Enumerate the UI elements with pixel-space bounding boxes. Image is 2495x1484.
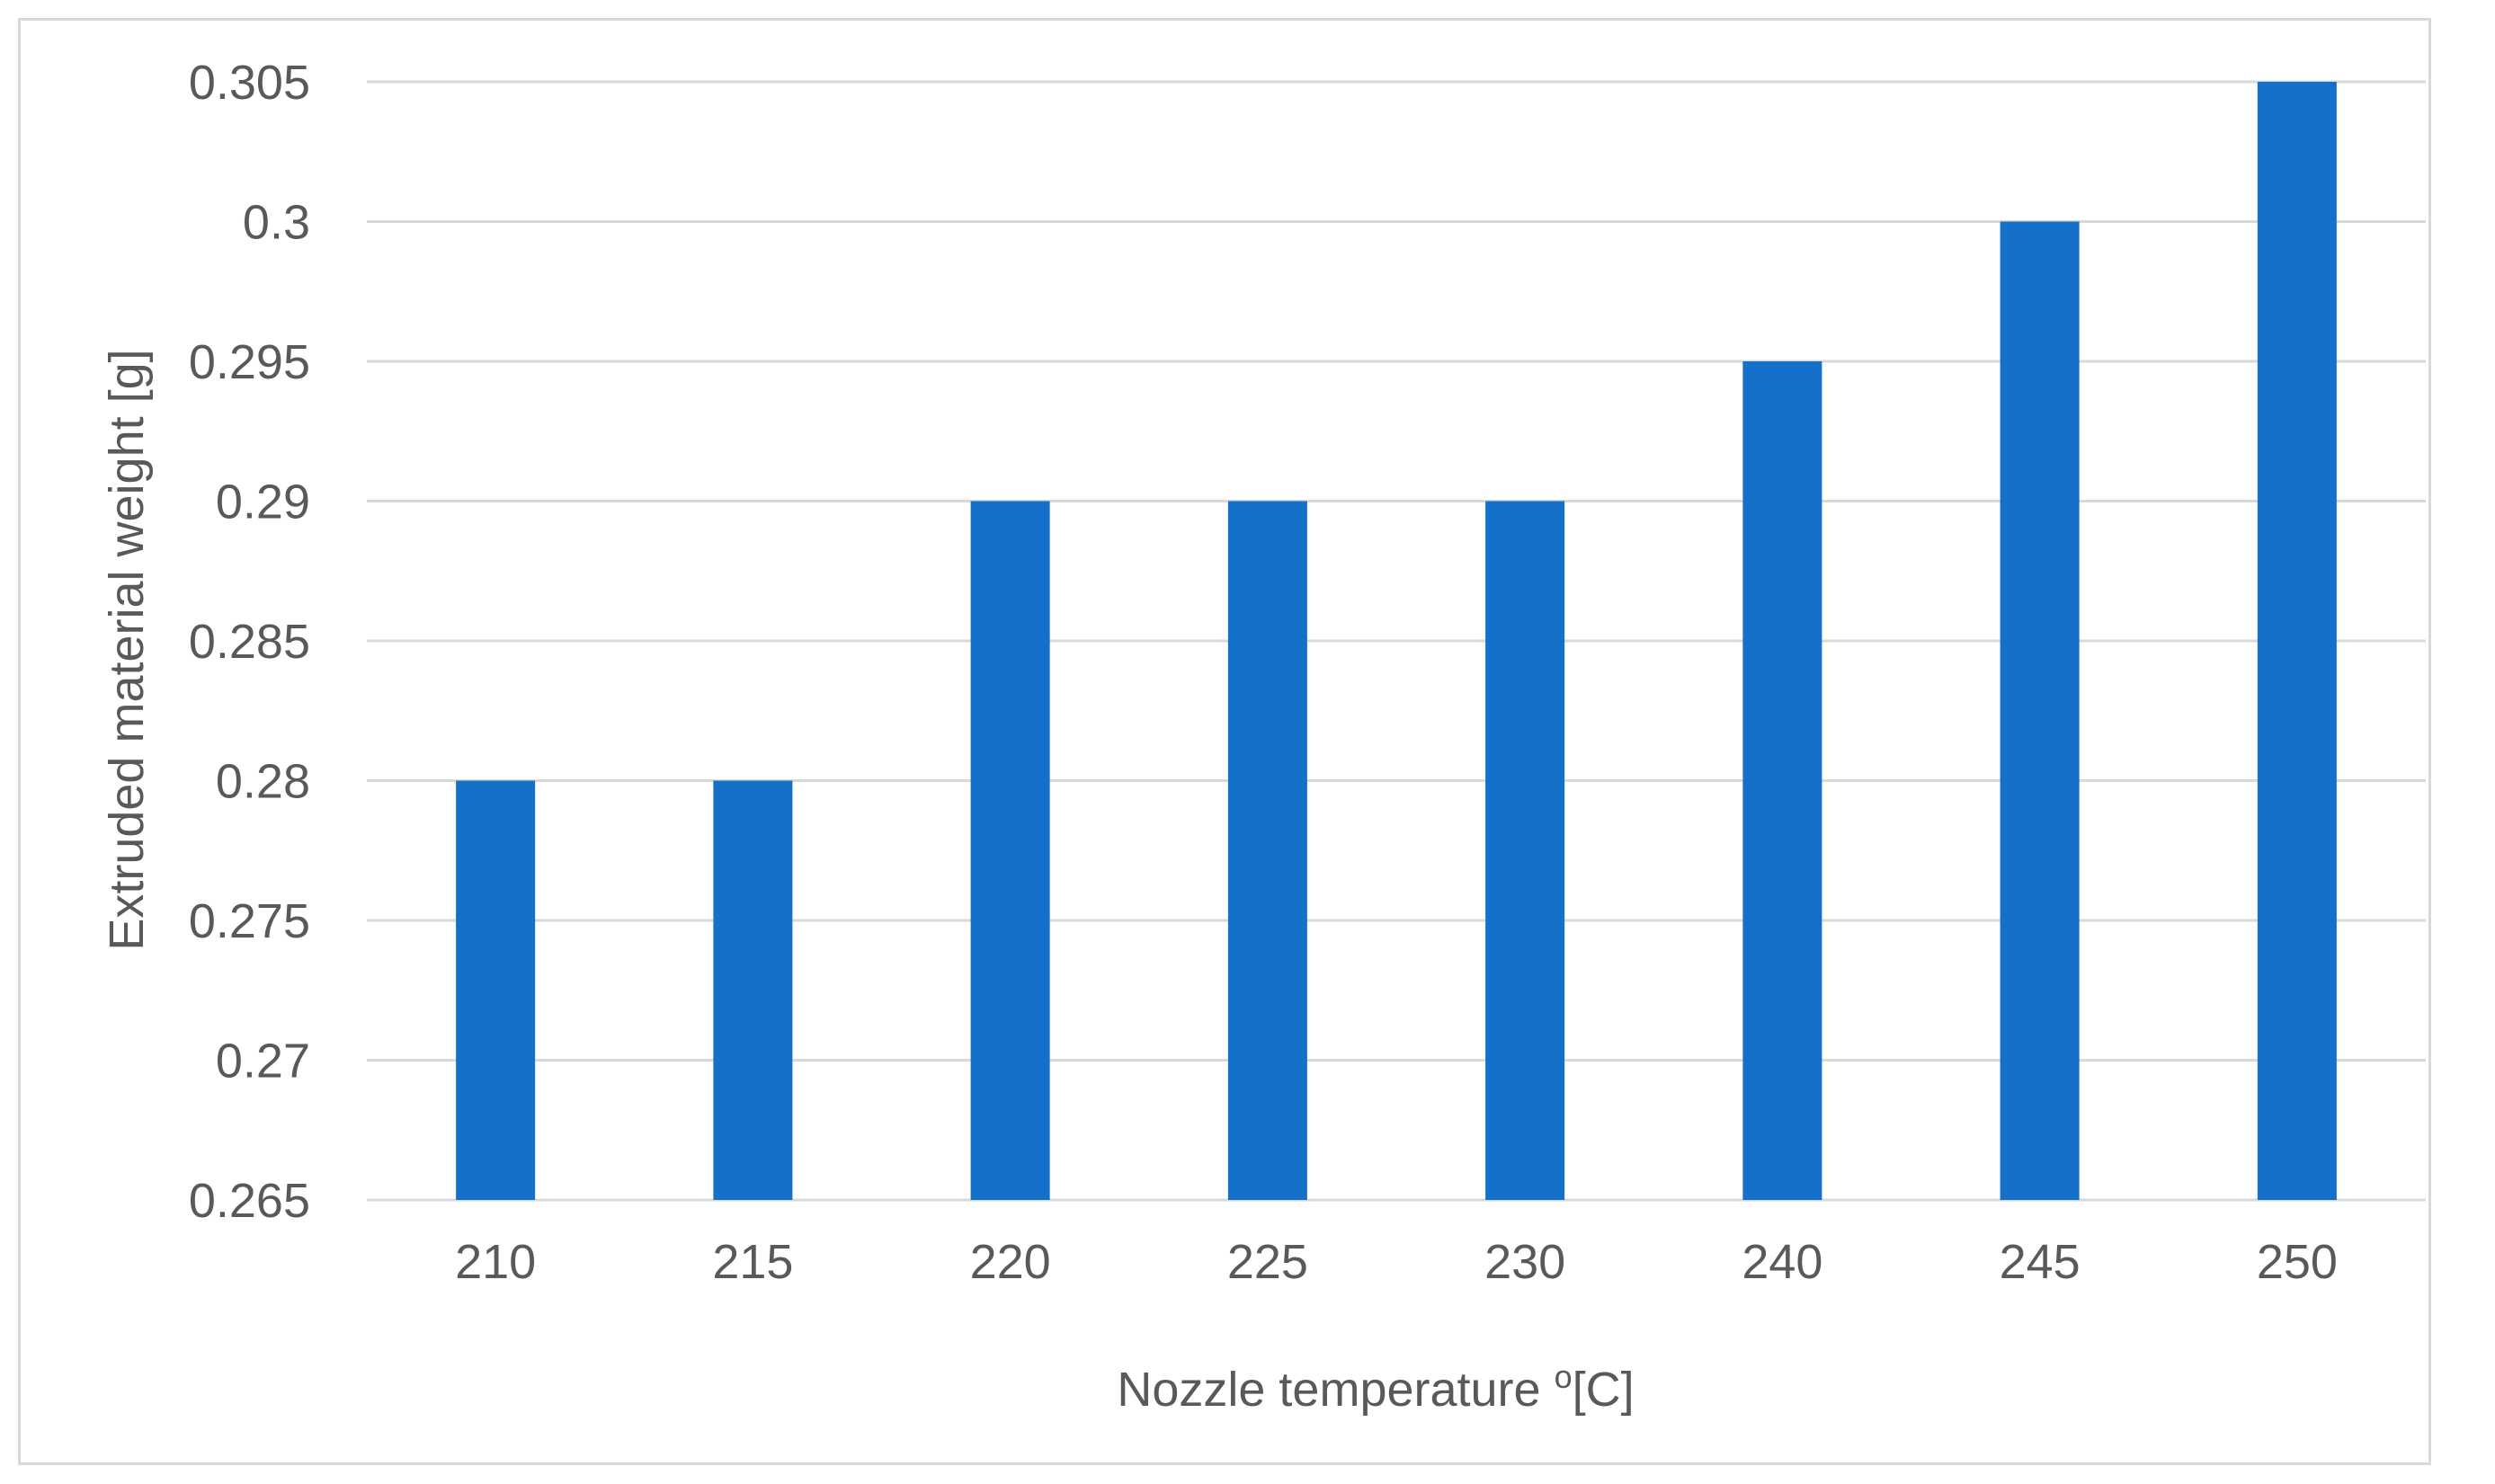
x-tick-label: 210 xyxy=(455,1235,536,1289)
bar-245 xyxy=(2000,221,2080,1200)
y-tick-label: 0.295 xyxy=(189,335,310,389)
bars xyxy=(456,82,2337,1200)
y-axis-title: Extruded material weight [g] xyxy=(100,349,154,950)
x-axis-title-unit: [C] xyxy=(1573,1363,1635,1417)
x-axis-title-main: Nozzle temperature xyxy=(1117,1363,1540,1417)
y-tick-labels: 0.265 0.27 0.275 0.28 0.285 0.29 0.295 0.3 0.305 xyxy=(189,56,310,1228)
x-tick-label: 245 xyxy=(2000,1235,2081,1289)
y-tick-label: 0.27 xyxy=(216,1035,310,1089)
x-tick-labels: 210 215 220 225 230 240 245 250 xyxy=(455,1235,2338,1289)
x-tick-label: 230 xyxy=(1484,1235,1565,1289)
x-tick-label: 250 xyxy=(2257,1235,2338,1289)
bar-230 xyxy=(1485,501,1565,1200)
bar-225 xyxy=(1227,501,1307,1200)
x-tick-label: 225 xyxy=(1227,1235,1308,1289)
chart-frame: 0.265 0.27 0.275 0.28 0.285 0.29 0.295 0.3 0.305… xyxy=(18,18,2431,1465)
bar-210 xyxy=(456,780,536,1200)
y-tick-label: 0.29 xyxy=(216,475,310,529)
y-tick-label: 0.305 xyxy=(189,56,310,110)
bar-220 xyxy=(970,501,1050,1200)
bar-chart: 0.265 0.27 0.275 0.28 0.285 0.29 0.295 0.3 0.305… xyxy=(100,56,2426,1417)
bar-250 xyxy=(2257,82,2337,1200)
gridlines xyxy=(367,80,2426,1202)
x-axis-title: Nozzle temperature o[C] xyxy=(1117,1358,1634,1417)
x-tick-label: 240 xyxy=(1742,1235,1822,1289)
x-tick-label: 215 xyxy=(712,1235,793,1289)
x-tick-label: 220 xyxy=(970,1235,1051,1289)
y-tick-label: 0.275 xyxy=(189,894,310,948)
bar-215 xyxy=(713,780,793,1200)
bar-240 xyxy=(1742,361,1822,1200)
y-tick-label: 0.3 xyxy=(243,196,310,250)
y-tick-label: 0.265 xyxy=(189,1174,310,1228)
y-tick-label: 0.285 xyxy=(189,615,310,669)
x-axis-title-degree: o xyxy=(1555,1358,1573,1395)
y-tick-label: 0.28 xyxy=(216,755,310,809)
